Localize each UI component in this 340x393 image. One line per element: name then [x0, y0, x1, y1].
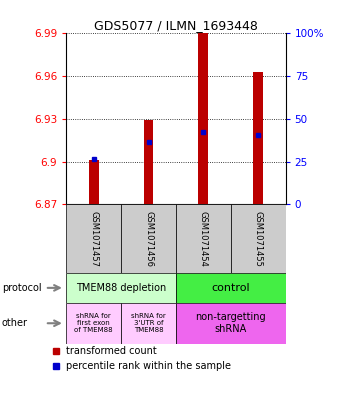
Text: shRNA for
first exon
of TMEM88: shRNA for first exon of TMEM88	[74, 313, 113, 333]
Bar	[66, 204, 121, 273]
Text: shRNA for
3'UTR of
TMEM88: shRNA for 3'UTR of TMEM88	[131, 313, 166, 333]
Bar	[253, 72, 263, 204]
Text: percentile rank within the sample: percentile rank within the sample	[66, 361, 231, 371]
Bar	[176, 303, 286, 344]
Bar	[176, 273, 286, 303]
Bar	[176, 204, 231, 273]
Text: non-targetting
shRNA: non-targetting shRNA	[195, 312, 266, 334]
Bar	[231, 204, 286, 273]
Bar	[121, 204, 176, 273]
Bar	[121, 303, 176, 344]
Bar	[143, 120, 153, 204]
Text: GSM1071457: GSM1071457	[89, 211, 98, 267]
Bar	[66, 273, 176, 303]
Bar	[199, 33, 208, 204]
Bar	[89, 160, 99, 204]
Bar	[66, 303, 121, 344]
Text: GSM1071454: GSM1071454	[199, 211, 208, 267]
Text: protocol: protocol	[2, 283, 41, 293]
Text: control: control	[211, 283, 250, 293]
Text: GSM1071455: GSM1071455	[254, 211, 263, 267]
Text: GSM1071456: GSM1071456	[144, 211, 153, 267]
Title: GDS5077 / ILMN_1693448: GDS5077 / ILMN_1693448	[94, 19, 258, 32]
Text: other: other	[2, 318, 28, 328]
Text: TMEM88 depletion: TMEM88 depletion	[76, 283, 166, 293]
Text: transformed count: transformed count	[66, 346, 157, 356]
